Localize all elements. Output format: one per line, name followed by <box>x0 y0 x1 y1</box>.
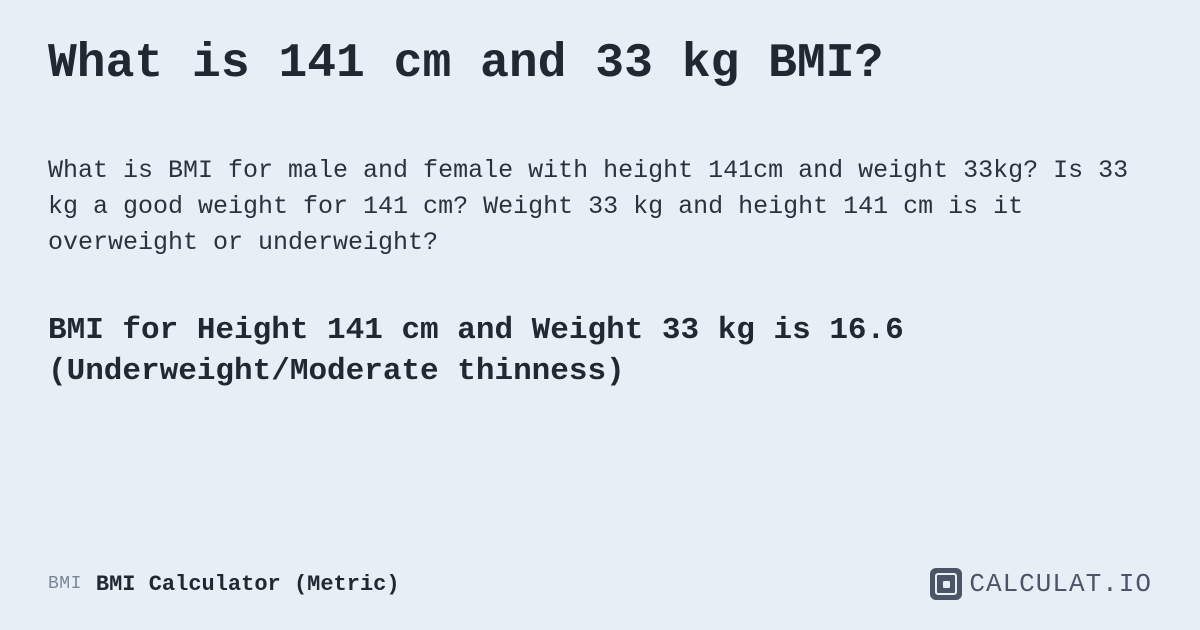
result-text: BMI for Height 141 cm and Weight 33 kg i… <box>48 310 1148 394</box>
calculator-icon <box>930 568 962 600</box>
brand-text: CALCULAT.IO <box>969 569 1152 599</box>
calculator-label: BMI Calculator (Metric) <box>96 572 400 597</box>
footer-right: CALCULAT.IO <box>930 568 1152 600</box>
bmi-badge: BMI <box>48 574 82 594</box>
footer-left: BMI BMI Calculator (Metric) <box>48 572 400 597</box>
page-title: What is 141 cm and 33 kg BMI? <box>48 38 1152 91</box>
footer: BMI BMI Calculator (Metric) CALCULAT.IO <box>48 568 1152 600</box>
description-text: What is BMI for male and female with hei… <box>48 153 1138 262</box>
